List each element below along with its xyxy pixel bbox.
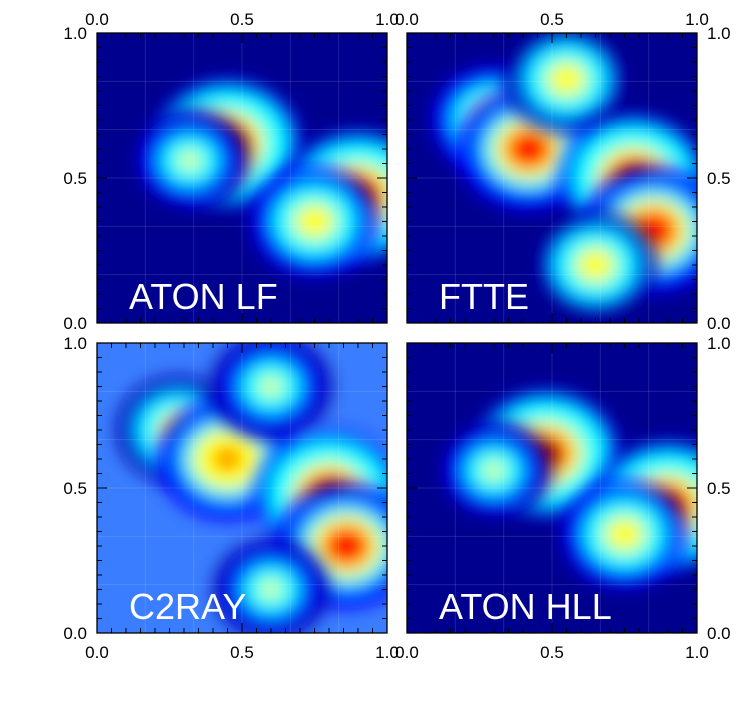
y-tick-label: 0.0	[707, 624, 731, 643]
heatmap-region	[131, 109, 249, 212]
heatmap-contour	[556, 70, 577, 89]
heatmap-contour	[517, 138, 541, 160]
panel-4: 0.0 0.0 0.5 0.5 1.0 1.0 ATON HLL	[395, 334, 731, 662]
heatmap-region	[214, 540, 328, 633]
x-tick-label: 0.5	[230, 643, 254, 662]
panel-3: 0.00.0 0.5 0.5 1.0 1.0 C2RAY	[63, 334, 399, 662]
y-tick-label: 1.0	[63, 24, 87, 43]
panel-2: 0.0 0.0 0.5 0.5 1.01.0 FTTE	[395, 10, 730, 333]
heatmap-contour	[614, 525, 635, 544]
x-tick-label: 1.0	[375, 10, 399, 29]
y-tick-label: 0.5	[707, 479, 731, 498]
heatmap-contour	[180, 152, 200, 170]
panel-label: ATON LF	[129, 276, 278, 317]
panel-label: FTTE	[439, 276, 529, 317]
heatmap-contour	[585, 256, 606, 274]
heatmap-field	[407, 33, 697, 323]
heatmap-contour	[215, 448, 240, 470]
heatmap-region	[534, 212, 657, 318]
y-tick-label: 0.5	[707, 169, 731, 188]
x-tick-label: 1.0	[375, 643, 399, 662]
y-tick-label: 1.0	[707, 24, 731, 43]
y-tick-label: 0.5	[63, 479, 87, 498]
x-tick-label: 1.0	[685, 10, 709, 29]
heatmap-region	[437, 421, 551, 520]
heatmap-contour	[261, 377, 281, 396]
x-tick-label: 0.0	[395, 10, 419, 29]
heatmap-contour	[261, 581, 281, 598]
heatmap-contour	[641, 219, 666, 241]
y-tick-label: 0.0	[63, 314, 87, 333]
heatmap-region	[251, 166, 378, 277]
heatmap-region	[211, 343, 331, 439]
panel-label: C2RAY	[129, 586, 246, 627]
y-tick-label: 0.0	[63, 624, 87, 643]
y-tick-label: 0.0	[707, 314, 731, 333]
panel-1: 0.0 0.0 0.5 0.5 1.0 1.0 ATON LF	[63, 10, 399, 333]
heatmap-field	[407, 343, 697, 633]
heatmap-region	[505, 33, 628, 133]
x-tick-label: 0.0	[85, 643, 109, 662]
heatmap-contour	[334, 535, 359, 557]
panel-label: ATON HLL	[439, 586, 612, 627]
y-tick-label: 1.0	[63, 334, 87, 353]
x-tick-label: 0.5	[540, 10, 564, 29]
x-tick-label: 0.5	[230, 10, 254, 29]
x-tick-label: 1.0	[685, 643, 709, 662]
x-tick-label: 0.5	[540, 643, 564, 662]
heatmap-contour	[304, 212, 325, 231]
x-tick-label: 0.0	[395, 643, 419, 662]
heatmap-field	[97, 33, 387, 323]
heatmap-field	[97, 343, 387, 633]
heatmap-contour	[484, 462, 504, 479]
y-tick-label: 0.5	[63, 169, 87, 188]
y-tick-label: 1.0	[707, 334, 731, 353]
x-tick-label: 0.0	[85, 10, 109, 29]
heatmap-region	[563, 480, 686, 588]
